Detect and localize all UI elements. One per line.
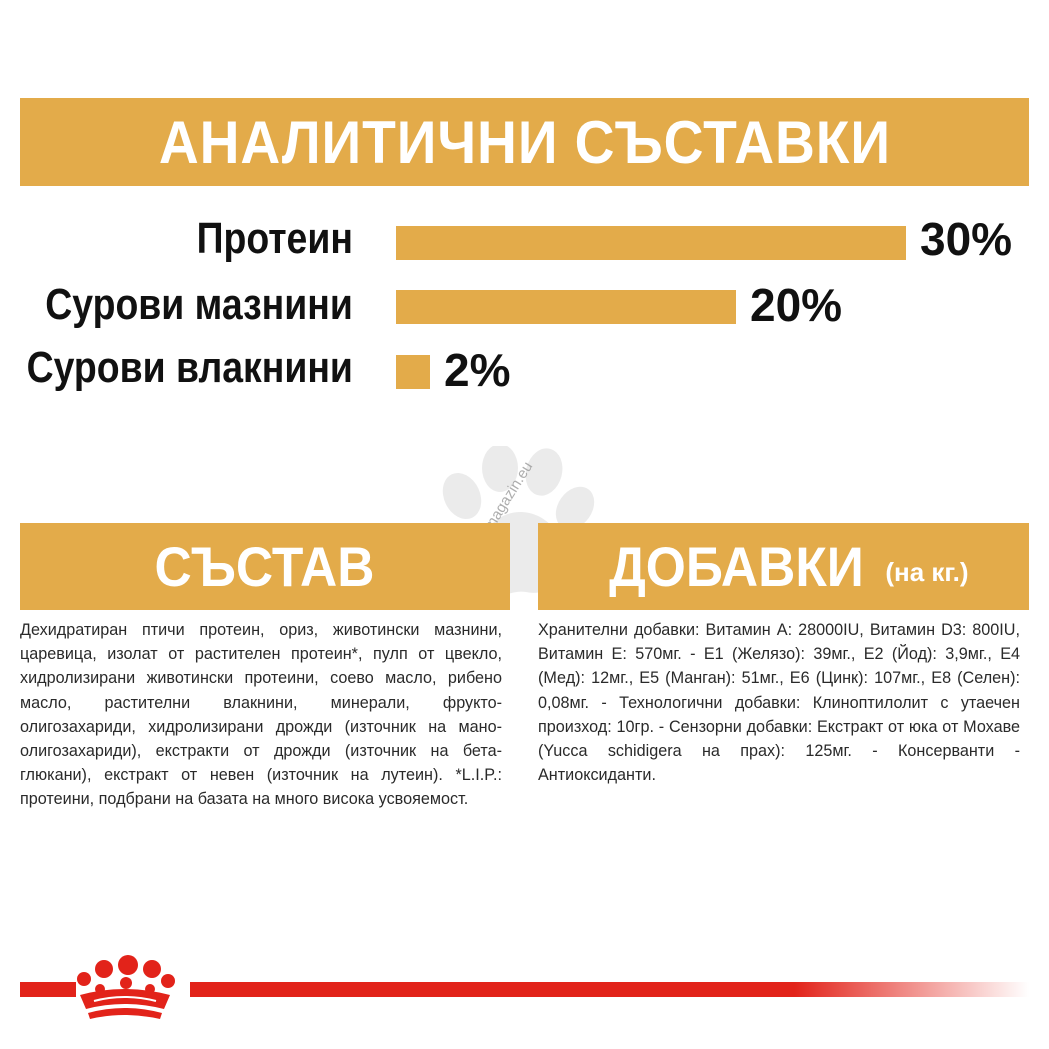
nutrient-label-fat: Сурови мазнини xyxy=(45,280,353,329)
composition-banner: СЪСТАВ xyxy=(20,523,510,610)
additives-unit: (на кг.) xyxy=(885,557,969,587)
nutrient-label-protein: Протеин xyxy=(196,214,353,263)
footer-divider xyxy=(20,982,1029,997)
analytics-banner: АНАЛИТИЧНИ СЪСТАВКИ xyxy=(20,98,1029,186)
analytics-title: АНАЛИТИЧНИ СЪСТАВКИ xyxy=(158,108,891,176)
nutrient-bar-fat xyxy=(396,290,736,324)
additives-title: ДОБАВКИ xyxy=(609,535,865,598)
composition-text: Дехидратиран птичи протеин, ориз, животи… xyxy=(20,621,502,809)
additives-banner: ДОБАВКИ (на кг.) xyxy=(538,523,1029,610)
nutrient-bar-fiber xyxy=(396,355,430,389)
nutrient-percent-fat: 20% xyxy=(750,279,843,331)
crown-logo-icon xyxy=(77,955,175,1019)
nutrient-percent-fiber: 2% xyxy=(444,344,511,396)
nutrient-label-fiber: Сурови влакнини xyxy=(26,343,353,392)
composition-title: СЪСТАВ xyxy=(155,535,375,598)
nutrient-bar-protein xyxy=(396,226,906,260)
nutrient-percent-protein: 30% xyxy=(920,213,1013,265)
additives-text: Хранителни добавки: Витамин А: 28000IU, … xyxy=(538,621,1020,785)
